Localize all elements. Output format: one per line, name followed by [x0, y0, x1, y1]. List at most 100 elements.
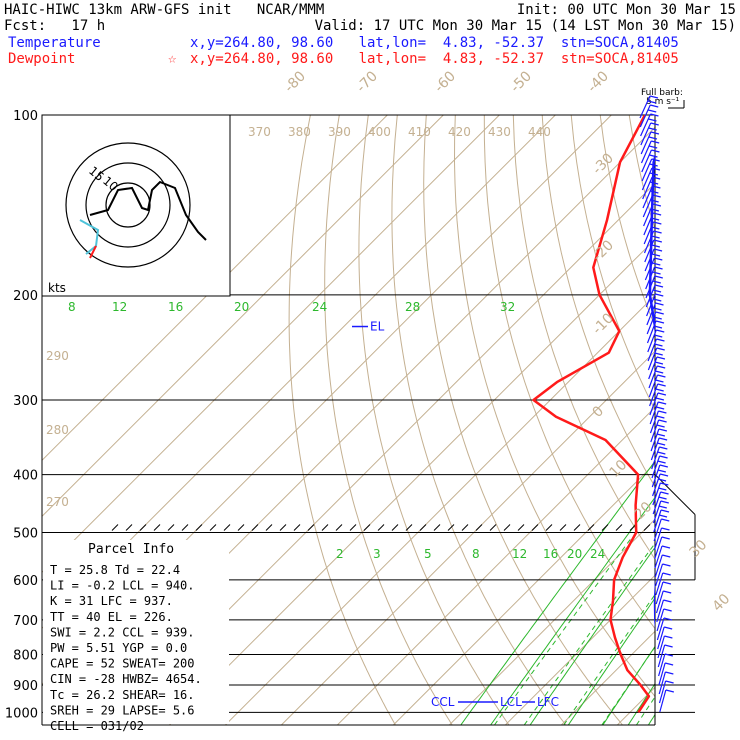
- wind-barb-flag: [657, 383, 666, 387]
- freezing-hatch: [489, 524, 497, 531]
- isotherm-line: [42, 115, 444, 518]
- dry-adiabat-line: [628, 115, 655, 231]
- isotherm-label: -10: [590, 310, 617, 337]
- mixing-ratio-label: 20: [567, 547, 582, 561]
- wind-barb-flag: [662, 554, 671, 558]
- isotherm-line: [168, 238, 655, 725]
- isotherm-label: -80: [282, 68, 309, 95]
- wind-barb: [652, 473, 661, 497]
- wind-barb-flag: [658, 419, 667, 423]
- wind-barb-flag: [654, 361, 664, 365]
- wind-barb: [656, 617, 665, 641]
- dry-adiabat-line: [483, 115, 655, 630]
- pressure-tick-label: 500: [13, 527, 38, 542]
- wind-barb: [650, 419, 660, 443]
- isotherm-label: -40: [585, 68, 612, 95]
- isotherm-label: 0: [590, 403, 608, 421]
- wind-barb: [649, 410, 659, 434]
- wind-barb: [641, 167, 653, 191]
- wind-barb-flag: [650, 217, 660, 221]
- freezing-hatch: [237, 524, 245, 531]
- moist-adiabat-line: [523, 542, 655, 725]
- freezing-hatch: [153, 524, 161, 531]
- freezing-hatch: [265, 524, 273, 531]
- wind-barbs: Full barb:5 m s⁻¹: [639, 88, 685, 713]
- freezing-hatch: [335, 524, 343, 531]
- freezing-hatch: [517, 524, 525, 531]
- moist-adiabat-line: [635, 696, 655, 725]
- theta-label: 270: [46, 495, 69, 509]
- isotherm-line: [392, 462, 655, 725]
- wind-barb-flag: [649, 95, 659, 99]
- wind-barb-flag: [657, 460, 666, 464]
- wind-barb-flag: [665, 671, 674, 675]
- lcl-label: LCL: [500, 695, 522, 709]
- init-time: Init: 00 UTC Mon 30 Mar 15: [516, 2, 736, 18]
- freezing-hatch: [181, 524, 189, 531]
- wind-barb: [648, 374, 659, 398]
- wind-barb: [647, 338, 658, 362]
- mixing-ratio-line: [692, 128, 740, 725]
- wind-barb-flag: [654, 284, 664, 288]
- freezing-hatch: [195, 524, 203, 531]
- wind-barb: [651, 446, 660, 470]
- wind-barb: [646, 302, 657, 326]
- wind-barb-flag: [653, 248, 663, 252]
- parcel-row: SWI = 2.2 CCL = 939.: [50, 625, 195, 639]
- mixing-ratio-line: [460, 460, 655, 725]
- wind-barb-flag: [656, 356, 666, 360]
- wind-barb-flag: [655, 302, 664, 306]
- wind-barb-flag: [650, 181, 659, 185]
- mixing-ratio-label: 32: [500, 300, 515, 314]
- wind-barb-flag: [649, 172, 659, 176]
- theta-label: 280: [46, 423, 69, 437]
- mixing-ratio-line: [602, 645, 655, 725]
- wind-barb-flag: [653, 325, 663, 329]
- dry-adiabat-line: [391, 115, 567, 725]
- wind-barb: [654, 545, 663, 569]
- freezing-hatch: [391, 524, 399, 531]
- wind-barb-flag: [652, 289, 662, 293]
- pressure-tick-label: 300: [13, 394, 38, 409]
- wind-barb-flag: [652, 212, 662, 216]
- freezing-hatch: [531, 524, 539, 531]
- dry-adiabat-line: [570, 115, 655, 412]
- wind-barb-flag: [648, 127, 657, 131]
- temperature-location-info: x,y=264.80, 98.60 lat,lon= 4.83, -52.37 …: [190, 35, 679, 51]
- pressure-tick-label: 1000: [5, 706, 38, 721]
- dry-adiabat-line: [358, 115, 510, 725]
- barb-box-edge: [654, 474, 696, 515]
- wind-barb: [652, 491, 662, 515]
- wind-barb-flag: [663, 590, 672, 594]
- wind-barb-flag: [654, 334, 663, 338]
- freezing-hatch: [209, 524, 217, 531]
- dry-adiabat-line: [541, 115, 655, 488]
- wind-barb: [639, 104, 651, 128]
- parcel-row: CELL = 031/02: [50, 719, 144, 733]
- isotherm-line: [448, 518, 655, 725]
- wind-barb: [650, 437, 660, 461]
- freezing-hatch: [307, 524, 315, 531]
- pressure-tick-label: 200: [13, 289, 38, 304]
- isotherm-line: [42, 115, 388, 462]
- wind-barb-flag: [664, 653, 674, 657]
- dewpoint-location-info: x,y=264.80, 98.60 lat,lon= 4.83, -52.37 …: [190, 51, 679, 67]
- wind-barb: [648, 365, 658, 389]
- wind-barb-flag: [655, 311, 664, 315]
- forecast-hour: Fcst: 17 h: [4, 18, 106, 34]
- wind-barb-flag: [658, 437, 668, 441]
- wind-barb: [652, 500, 662, 524]
- mixing-ratio-label: 12: [512, 547, 527, 561]
- wind-barb-flag: [657, 392, 667, 396]
- hodograph-ring: [85, 162, 171, 248]
- hodograph-trace: [89, 180, 207, 241]
- theta-label: 410: [408, 125, 431, 139]
- mixing-ratio-line: [529, 546, 655, 725]
- parcel-title: Parcel Info: [88, 542, 174, 557]
- wind-barb-flag: [656, 338, 665, 342]
- wind-barb: [640, 131, 652, 155]
- mixing-ratio-label: 20: [234, 300, 249, 314]
- wind-barb-flag: [656, 406, 665, 410]
- wind-barb: [644, 239, 655, 263]
- wind-barb: [641, 149, 652, 173]
